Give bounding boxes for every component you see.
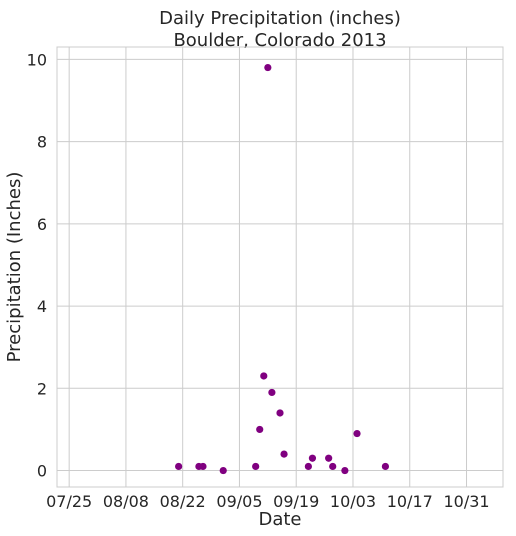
data-points (175, 63, 390, 475)
x-tick-label: 08/08 (103, 492, 149, 511)
data-point (219, 466, 227, 475)
x-tick-label: 10/17 (387, 492, 433, 511)
y-axis-label: Precipitation (Inches) (4, 172, 25, 363)
data-point (199, 462, 207, 471)
data-point (280, 450, 288, 458)
data-point (353, 429, 361, 438)
data-point (175, 462, 183, 471)
x-axis-label: Date (258, 509, 301, 530)
data-point (256, 425, 264, 434)
grid (57, 47, 503, 487)
y-tick-label: 10 (27, 50, 47, 69)
tick-labels: 07/25 08/08 08/22 09/05 09/19 10/03 10/17 10/31… (27, 50, 490, 511)
data-point (325, 454, 333, 462)
data-point (381, 462, 390, 471)
data-point (329, 462, 337, 471)
x-tick-label: 09/05 (216, 492, 262, 511)
chart-subtitle: Boulder, Colorado 2013 (173, 30, 386, 51)
x-tick-label: 10/31 (443, 492, 489, 511)
data-point (268, 388, 276, 397)
x-tick-label: 10/03 (330, 492, 376, 511)
x-tick-label: 09/19 (273, 492, 319, 511)
plot-area-frame (56, 46, 504, 488)
data-point (252, 462, 260, 471)
data-point (308, 454, 317, 462)
y-tick-label: 2 (37, 379, 47, 398)
data-point (260, 372, 268, 380)
chart-title: Daily Precipitation (inches) (159, 8, 401, 29)
y-tick-label: 8 (37, 133, 47, 152)
x-tick-label: 08/22 (160, 492, 206, 511)
y-tick-label: 6 (37, 215, 47, 234)
data-point (341, 466, 349, 475)
y-tick-label: 4 (37, 297, 47, 316)
data-point (304, 462, 312, 471)
y-tick-label: 0 (37, 462, 47, 481)
x-tick-label: 07/25 (46, 492, 92, 511)
data-point (264, 63, 272, 72)
data-point (276, 409, 284, 417)
